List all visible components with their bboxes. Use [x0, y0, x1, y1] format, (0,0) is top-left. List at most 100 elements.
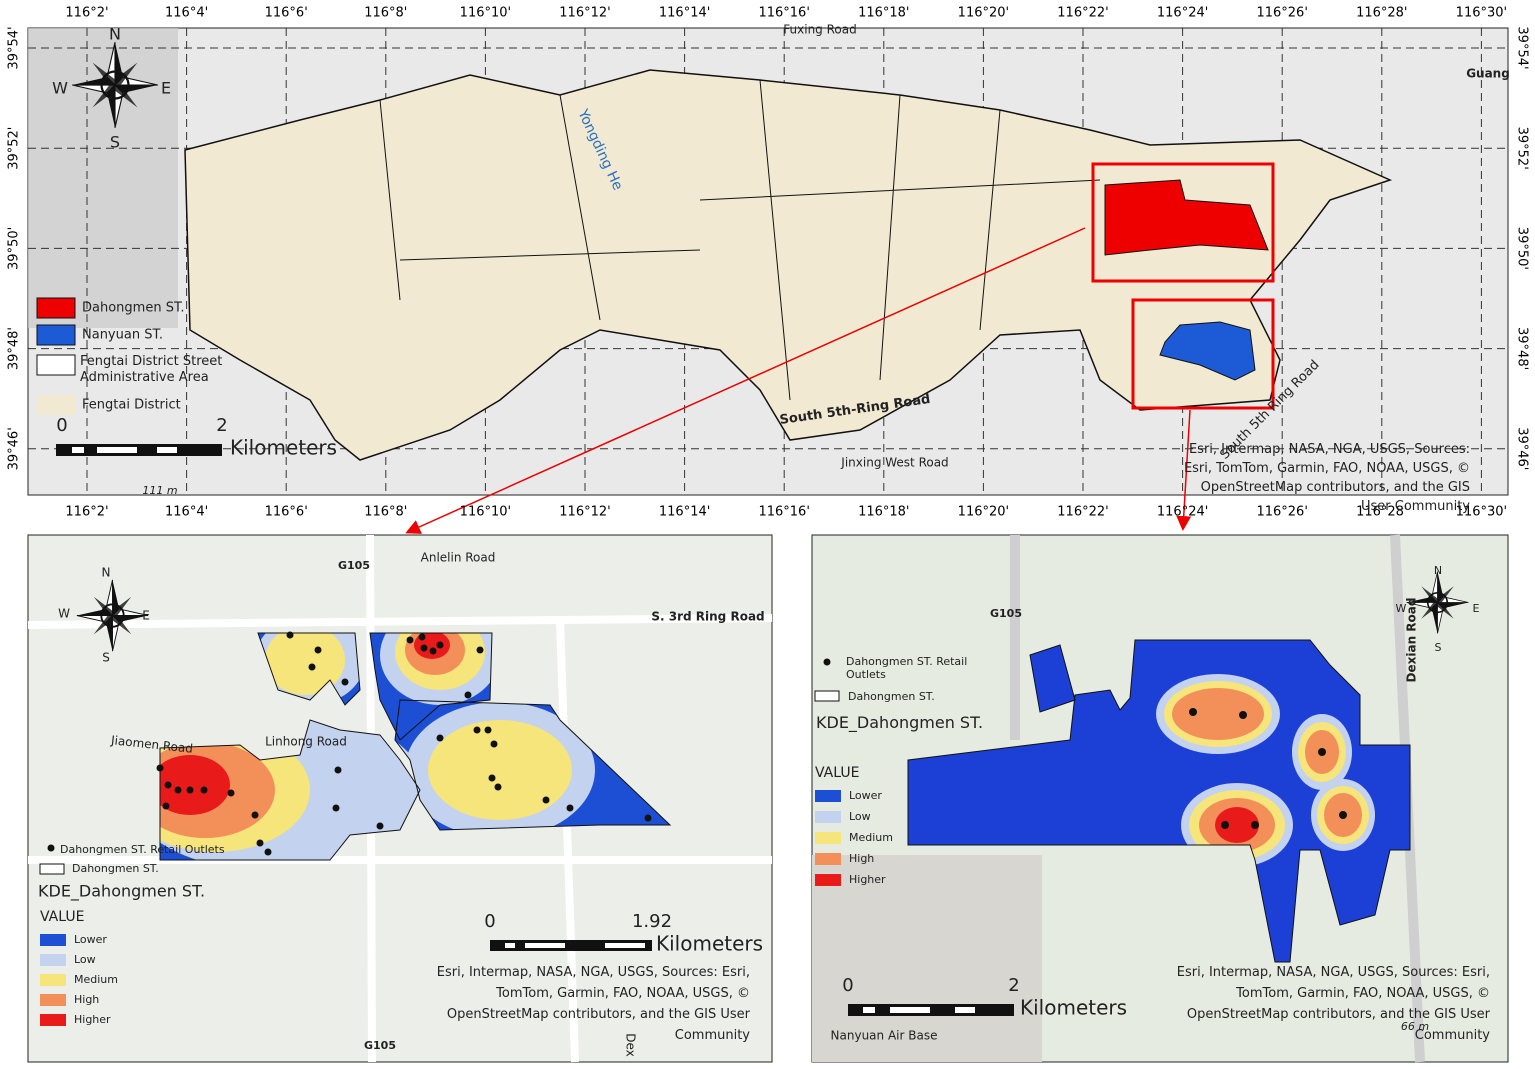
- map-label: Dahongmen ST.: [848, 690, 935, 703]
- map-label: Kilometers: [1020, 996, 1127, 1020]
- retail-outlet: [332, 804, 340, 812]
- retail-outlet: [406, 636, 414, 644]
- map-label: E: [1473, 602, 1480, 615]
- latitude-label: 39°48': [1515, 327, 1530, 370]
- retail-outlet: [334, 766, 342, 774]
- longitude-label: 116°28': [1356, 505, 1407, 520]
- retail-outlet: [644, 814, 652, 822]
- map-label: Fuxing Road: [783, 23, 856, 37]
- longitude-label: 116°26': [1256, 505, 1307, 520]
- legend-label: High: [849, 852, 874, 865]
- scale-bar: [848, 1004, 1014, 1016]
- street-boundary: [159, 632, 672, 861]
- legend-label: Fengtai District Street Administrative A…: [80, 354, 223, 385]
- map-label: Nanyuan ST.: [82, 328, 163, 343]
- map-label: Fengtai District: [82, 398, 181, 413]
- longitude-label: 116°22': [1057, 6, 1108, 21]
- legend-swatch: [40, 994, 66, 1006]
- map-label: W: [58, 607, 70, 621]
- retail-outlet: [1339, 811, 1347, 819]
- map-label: G105: [364, 1039, 396, 1052]
- longitude-label: 116°12': [559, 505, 610, 520]
- map-label: Kilometers: [230, 436, 337, 460]
- retail-outlet: [1221, 821, 1229, 829]
- legend-label: High: [74, 993, 99, 1006]
- map-label: 2: [1008, 975, 1019, 996]
- latitude-label: 39°54': [1515, 26, 1530, 69]
- longitude-label: 116°20': [958, 6, 1009, 21]
- map-label: E: [142, 609, 150, 623]
- legend-swatch: [36, 354, 76, 376]
- longitude-label: 116°2': [65, 505, 108, 520]
- retail-outlet: [542, 796, 550, 804]
- longitude-label: 116°24': [1157, 6, 1208, 21]
- longitude-label: 116°8': [364, 6, 407, 21]
- map-label: Dex: [624, 1033, 638, 1057]
- legend-label: Lower: [849, 789, 882, 802]
- legend-swatch: [815, 790, 841, 802]
- retail-outlet: [436, 734, 444, 742]
- longitude-label: 116°24': [1157, 505, 1208, 520]
- legend-swatch: [39, 863, 65, 875]
- legend-label: Low: [74, 953, 96, 966]
- street-boundaries: [379, 79, 1101, 401]
- retail-outlet: [420, 644, 428, 652]
- retail-outlet: [162, 802, 170, 810]
- map-label: KDE_Dahongmen ST.: [38, 882, 205, 902]
- highlight-box: [1131, 298, 1275, 410]
- retail-outlet: [376, 822, 384, 830]
- attribution: Esri, Intermap, NASA, NGA, USGS, Sources…: [1176, 965, 1490, 1043]
- legend-label: Medium: [849, 831, 893, 844]
- retail-outlet: [464, 691, 472, 699]
- map-label: Jinxing West Road: [840, 456, 948, 470]
- retail-outlets: [1189, 708, 1347, 829]
- map-label: S: [102, 651, 110, 665]
- map-label: G105: [990, 607, 1022, 620]
- retail-outlet: [308, 663, 316, 671]
- retail-outlet: [227, 789, 235, 797]
- longitude-label: 116°14': [659, 6, 710, 21]
- longitude-label: 116°10': [460, 6, 511, 21]
- retail-outlet: [156, 764, 164, 772]
- legend-swatch: [814, 690, 840, 702]
- retail-outlet: [264, 848, 272, 856]
- legend-swatch: [36, 297, 76, 319]
- map-label: Guang: [1466, 67, 1510, 81]
- map-label: N: [102, 566, 111, 580]
- retail-outlet: [488, 774, 496, 782]
- retail-outlet: [286, 631, 294, 639]
- retail-outlet: [1189, 708, 1197, 716]
- retail-outlet: [314, 646, 322, 654]
- map-label: Dahongmen ST. Retail Outlets: [60, 843, 225, 856]
- map-label: S: [110, 133, 120, 152]
- dahongmen-area: [1104, 179, 1269, 256]
- legend-swatch: [40, 954, 66, 966]
- retail-outlet: [1318, 748, 1326, 756]
- retail-outlet: [164, 781, 172, 789]
- longitude-label: 116°28': [1356, 6, 1407, 21]
- longitude-label: 116°18': [858, 505, 909, 520]
- legend-swatch: [40, 1014, 66, 1026]
- nanyuan-area: [1159, 321, 1256, 381]
- map-label: W: [52, 79, 68, 98]
- map-label: Dahongmen ST.: [72, 862, 159, 875]
- scale-bar: [490, 940, 652, 951]
- layer-title: KDE_Dahongmen ST.: [816, 713, 984, 732]
- retail-outlet: [473, 726, 481, 734]
- latitude-label: 39°46': [7, 427, 22, 470]
- legend-label: Dahongmen ST. Retail Outlets: [846, 655, 968, 681]
- longitude-label: 116°8': [364, 505, 407, 520]
- map-label: S: [1435, 641, 1442, 654]
- latitude-label: 39°50': [1515, 227, 1530, 270]
- map-label: 0: [484, 911, 495, 932]
- map-label: Dexian Road: [1405, 598, 1419, 683]
- map-label: N: [1434, 564, 1442, 577]
- retail-outlet: [186, 786, 194, 794]
- map-label: 1.92: [632, 911, 672, 932]
- retail-outlet: [251, 811, 259, 819]
- retail-outlet: [476, 646, 484, 654]
- legend-label: Higher: [849, 873, 886, 886]
- legend-swatch: [815, 811, 841, 823]
